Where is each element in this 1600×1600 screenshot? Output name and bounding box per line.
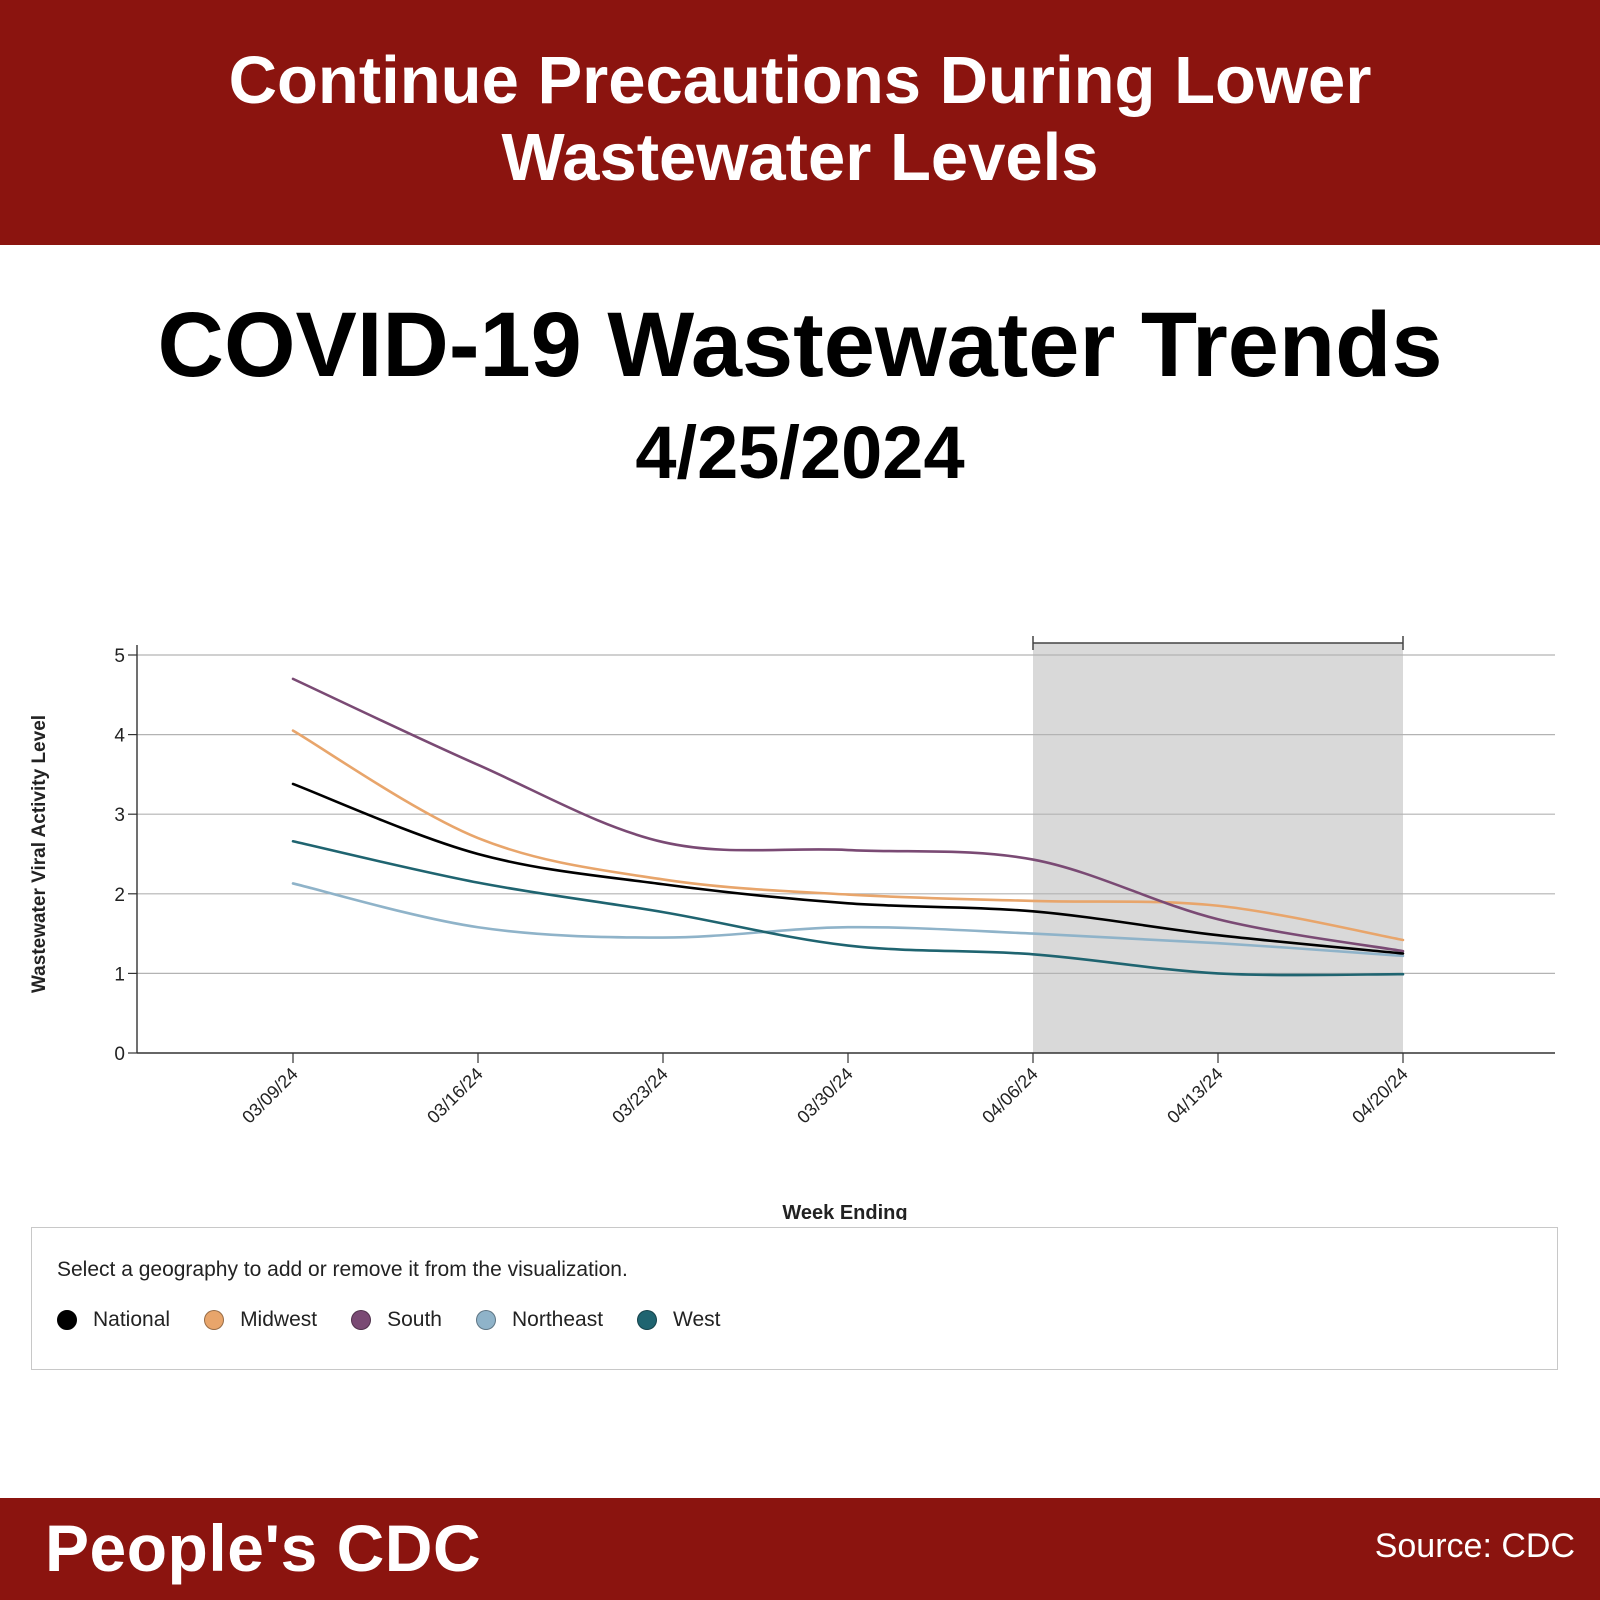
- legend-items: National Midwest South Northeast West: [57, 1308, 755, 1332]
- x-tick-label: 03/16/24: [423, 1064, 487, 1128]
- legend-label: Midwest: [240, 1308, 318, 1331]
- series-line-west: [291, 839, 1405, 977]
- x-tick-label: 03/09/24: [238, 1064, 302, 1128]
- series-line-midwest: [291, 729, 1405, 942]
- series-line-south: [291, 677, 1405, 953]
- series-line-national: [291, 782, 1405, 955]
- y-tick-label: 3: [114, 805, 125, 826]
- legend-item-west[interactable]: West: [637, 1308, 721, 1332]
- line-chart: 0 1 2 3 4 5 03/09/24 03/16/24 03/23/24 03/30/24 04…: [29, 636, 1555, 1220]
- legend-prompt: Select a geography to add or remove it f…: [57, 1258, 628, 1281]
- x-tick-label: 04/20/24: [1348, 1064, 1412, 1128]
- legend-panel: Select a geography to add or remove it f…: [31, 1227, 1558, 1370]
- x-tick-label: 03/30/24: [793, 1064, 857, 1128]
- bottom-banner: People's CDC Source: CDC: [0, 1498, 1600, 1600]
- brand-logo-text: People's CDC: [45, 1511, 482, 1585]
- legend-item-midwest[interactable]: Midwest: [204, 1308, 317, 1332]
- x-tick-label: 04/13/24: [1163, 1064, 1227, 1128]
- legend-dot: [637, 1310, 658, 1330]
- top-banner: Continue Precautions During Lower Wastew…: [0, 0, 1600, 245]
- legend-dot: [204, 1310, 225, 1330]
- legend-label: West: [673, 1308, 721, 1331]
- source-credit: Source: CDC: [1374, 1527, 1575, 1565]
- page-date: 4/25/2024: [635, 411, 965, 494]
- y-tick-label: 1: [114, 964, 125, 985]
- shaded-region: [1033, 643, 1403, 1053]
- legend-item-national[interactable]: National: [57, 1308, 170, 1332]
- x-tick-label: 03/23/24: [608, 1064, 672, 1128]
- legend-dot: [475, 1310, 496, 1330]
- x-axis-title: Week Ending: [782, 1202, 907, 1220]
- legend-item-south[interactable]: South: [351, 1308, 442, 1332]
- y-tick-label: 5: [114, 646, 125, 667]
- legend-item-northeast[interactable]: Northeast: [475, 1308, 604, 1332]
- legend-dot: [351, 1310, 372, 1330]
- banner-title: Continue Precautions During Lower Wastew…: [228, 42, 1372, 195]
- y-tick-label: 0: [114, 1044, 125, 1065]
- x-tick-label: 04/06/24: [978, 1064, 1042, 1128]
- legend-label: Northeast: [511, 1308, 604, 1331]
- legend-dot: [57, 1310, 77, 1330]
- y-axis-title: Wastewater Viral Activity Level: [29, 715, 50, 993]
- legend-label: South: [387, 1308, 442, 1331]
- page-title: COVID-19 Wastewater Trends: [157, 294, 1443, 396]
- y-tick-label: 4: [114, 726, 125, 747]
- y-tick-label: 2: [114, 885, 125, 906]
- legend-label: National: [93, 1308, 171, 1331]
- series-line-northeast: [291, 882, 1405, 958]
